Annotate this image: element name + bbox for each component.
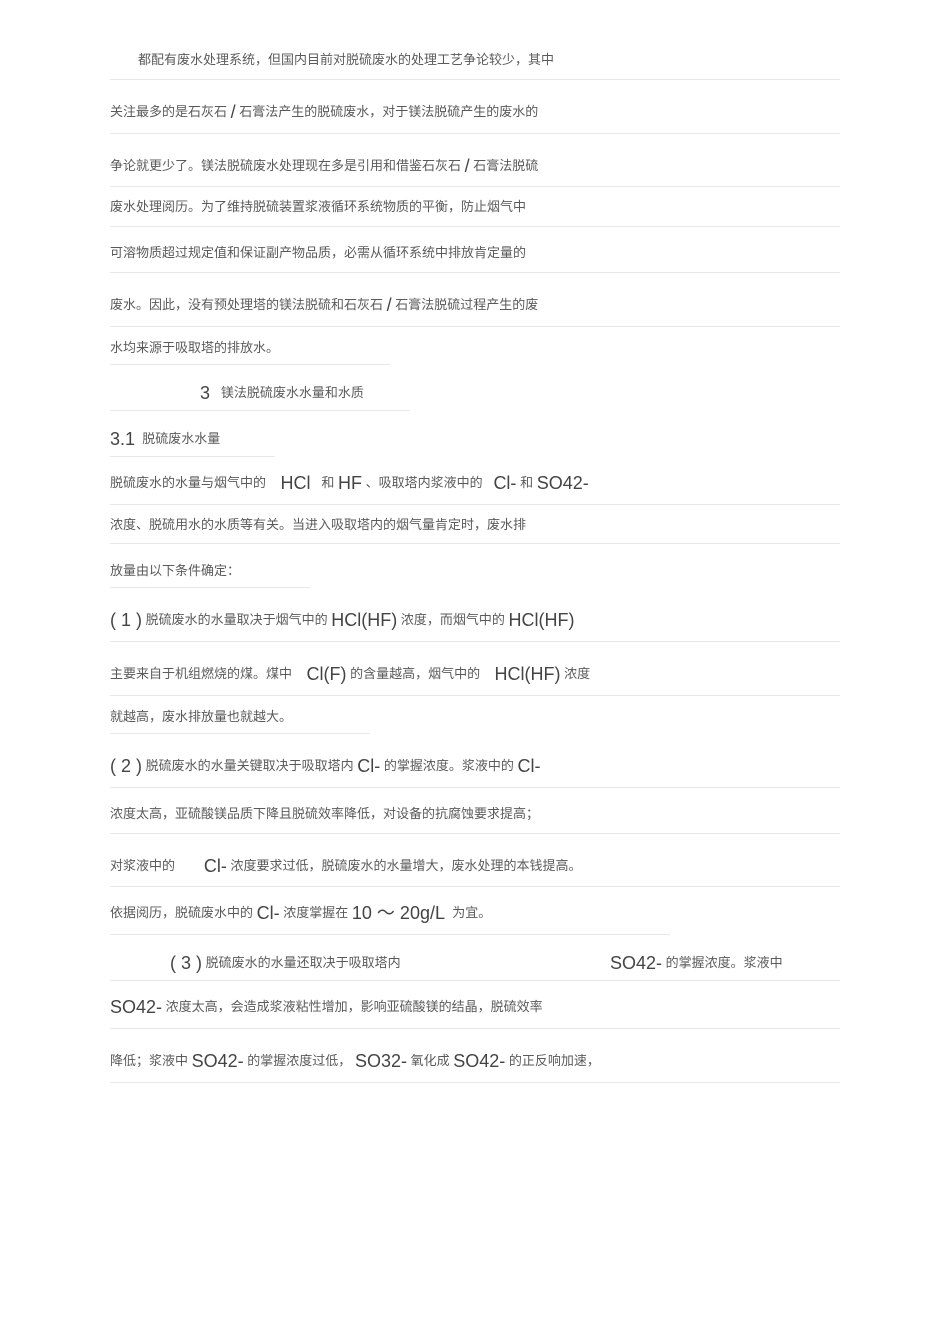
section-title: 镁法脱硫废水水量和水质: [221, 385, 364, 400]
text: 浓度: [564, 666, 590, 681]
text: 依据阅历，脱硫废水中的: [110, 905, 253, 920]
text: 废水。因此，没有预处理塔的镁法脱硫和石灰石: [110, 297, 383, 312]
chem-symbol: HF: [338, 473, 362, 493]
text: 降低；浆液中: [110, 1053, 188, 1068]
text: 脱硫废水的水量取决于烟气中的: [146, 612, 328, 627]
chem-symbol: HCl(HF): [331, 610, 397, 630]
text: 可溶物质超过规定值和保证副产物品质，必需从循环系统中排放肯定量的: [110, 245, 526, 260]
paragraph-line: 水均来源于吸取塔的排放水。: [110, 327, 390, 365]
subsection-title: 脱硫废水水量: [142, 431, 220, 446]
item-number: ( 3 ): [170, 953, 202, 973]
paragraph-line: 浓度、脱硫用水的水质等有关。当进入吸取塔内的烟气量肯定时，废水排: [110, 505, 840, 545]
chem-symbol: Cl-: [357, 756, 380, 776]
paragraph-line: 依据阅历，脱硫废水中的 Cl- 浓度掌握在 10 ～ 20g/L 为宜。: [110, 887, 670, 935]
text: 关注最多的是石灰石: [110, 104, 227, 119]
item-number: ( 1 ): [110, 610, 142, 630]
text: 浓度、脱硫用水的水质等有关。当进入吸取塔内的烟气量肯定时，废水排: [110, 517, 526, 532]
text: 的掌握浓度。浆液中的: [384, 758, 514, 773]
subsection-number: 3.1: [110, 429, 135, 449]
slash-symbol: /: [387, 295, 392, 315]
text: 就越高，废水排放量也就越大。: [110, 709, 292, 724]
chem-symbol: SO42-: [192, 1051, 244, 1071]
value: 10 ～ 20g/L: [352, 903, 445, 923]
text: 石膏法产生的脱硫废水，对于镁法脱硫产生的废水的: [239, 104, 538, 119]
list-item: ( 3 ) 脱硫废水的水量还取决于吸取塔内 SO42- 的掌握浓度。浆液中: [110, 941, 840, 981]
slash-symbol: /: [465, 156, 470, 176]
chem-symbol: SO42-: [610, 953, 662, 973]
text: 的含量越高，烟气中的: [350, 666, 480, 681]
text: 浓度掌握在: [283, 905, 348, 920]
paragraph-line: 浓度太高，亚硫酸镁品质下降且脱硫效率降低，对设备的抗腐蚀要求提高；: [110, 794, 840, 834]
text: 氧化成: [411, 1053, 450, 1068]
chem-symbol: Cl(F): [306, 664, 346, 684]
text: 浓度太高，会造成浆液粘性增加，影响亚硫酸镁的结晶，脱硫效率: [166, 999, 543, 1014]
text: 主要来自于机组燃烧的煤。煤中: [110, 666, 292, 681]
text: 放量由以下条件确定：: [110, 563, 240, 578]
list-item: ( 2 ) 脱硫废水的水量关键取决于吸取塔内 Cl- 的掌握浓度。浆液中的 Cl…: [110, 740, 840, 788]
text: 水均来源于吸取塔的排放水。: [110, 340, 279, 355]
chem-symbol: Cl-: [257, 903, 280, 923]
text: 石膏法脱硫过程产生的废: [395, 297, 538, 312]
paragraph-line: 可溶物质超过规定值和保证副产物品质，必需从循环系统中排放肯定量的: [110, 233, 840, 273]
subsection-heading: 3.1 脱硫废水水量: [110, 417, 275, 457]
text: 脱硫废水的水量关键取决于吸取塔内: [146, 758, 354, 773]
paragraph-line: 争论就更少了。镁法脱硫废水处理现在多是引用和借鉴石灰石 / 石膏法脱硫: [110, 140, 840, 188]
paragraph-line: 降低；浆液中 SO42- 的掌握浓度过低， SO32- 氧化成 SO42- 的正…: [110, 1035, 840, 1083]
section-number: 3: [200, 383, 210, 403]
paragraph-line: 废水处理阅历。为了维持脱硫装置浆液循环系统物质的平衡，防止烟气中: [110, 187, 840, 227]
text: 脱硫废水的水量还取决于吸取塔内: [206, 955, 401, 970]
paragraph-line: 对浆液中的 Cl- 浓度要求过低，脱硫废水的水量增大，废水处理的本钱提高。: [110, 840, 840, 888]
paragraph-line: 主要来自于机组燃烧的煤。煤中 Cl(F) 的含量越高，烟气中的 HCl(HF) …: [110, 648, 840, 696]
text: 对浆液中的: [110, 858, 175, 873]
chem-symbol: SO42-: [453, 1051, 505, 1071]
chem-symbol: Cl-: [204, 856, 227, 876]
paragraph-line: 脱硫废水的水量与烟气中的 HCl 和 HF 、吸取塔内浆液中的 Cl- 和 SO…: [110, 457, 840, 505]
chem-symbol: HCl(HF): [509, 610, 575, 630]
text: 和: [520, 475, 533, 490]
paragraph-line: 放量由以下条件确定：: [110, 550, 310, 588]
chem-symbol: HCl(HF): [495, 664, 561, 684]
chem-symbol: HCl: [280, 473, 310, 493]
paragraph-line: SO42- 浓度太高，会造成浆液粘性增加，影响亚硫酸镁的结晶，脱硫效率: [110, 981, 840, 1029]
text: 的掌握浓度过低，: [247, 1053, 351, 1068]
text: 浓度要求过低，脱硫废水的水量增大，废水处理的本钱提高。: [231, 858, 582, 873]
text: 都配有废水处理系统，但国内目前对脱硫废水的处理工艺争论较少，其中: [138, 52, 554, 67]
paragraph-line: 关注最多的是石灰石 / 石膏法产生的脱硫废水，对于镁法脱硫产生的废水的: [110, 86, 840, 134]
paragraph-line: 就越高，废水排放量也就越大。: [110, 696, 370, 734]
text: 的掌握浓度。浆液中: [666, 955, 783, 970]
text: 脱硫废水的水量与烟气中的: [110, 475, 266, 490]
chem-symbol: Cl-: [518, 756, 541, 776]
paragraph-line: 都配有废水处理系统，但国内目前对脱硫废水的处理工艺争论较少，其中: [110, 40, 840, 80]
chem-symbol: SO42-: [110, 997, 162, 1017]
section-heading: 3 镁法脱硫废水水量和水质: [110, 371, 410, 411]
text: 石膏法脱硫: [473, 158, 538, 173]
text: 争论就更少了。镁法脱硫废水处理现在多是引用和借鉴石灰石: [110, 158, 461, 173]
chem-symbol: Cl-: [493, 473, 516, 493]
text: 浓度太高，亚硫酸镁品质下降且脱硫效率降低，对设备的抗腐蚀要求提高；: [110, 806, 539, 821]
text: 和: [321, 475, 334, 490]
paragraph-line: 废水。因此，没有预处理塔的镁法脱硫和石灰石 / 石膏法脱硫过程产生的废: [110, 279, 840, 327]
text: 的正反响加速，: [509, 1053, 600, 1068]
text: 浓度，而烟气中的: [401, 612, 505, 627]
item-number: ( 2 ): [110, 756, 142, 776]
slash-symbol: /: [231, 102, 236, 122]
chem-symbol: SO42-: [537, 473, 589, 493]
text: 为宜。: [452, 905, 491, 920]
text: 、吸取塔内浆液中的: [366, 475, 483, 490]
text: 废水处理阅历。为了维持脱硫装置浆液循环系统物质的平衡，防止烟气中: [110, 199, 526, 214]
list-item: ( 1 ) 脱硫废水的水量取决于烟气中的 HCl(HF) 浓度，而烟气中的 HC…: [110, 594, 840, 642]
chem-symbol: SO32-: [355, 1051, 407, 1071]
